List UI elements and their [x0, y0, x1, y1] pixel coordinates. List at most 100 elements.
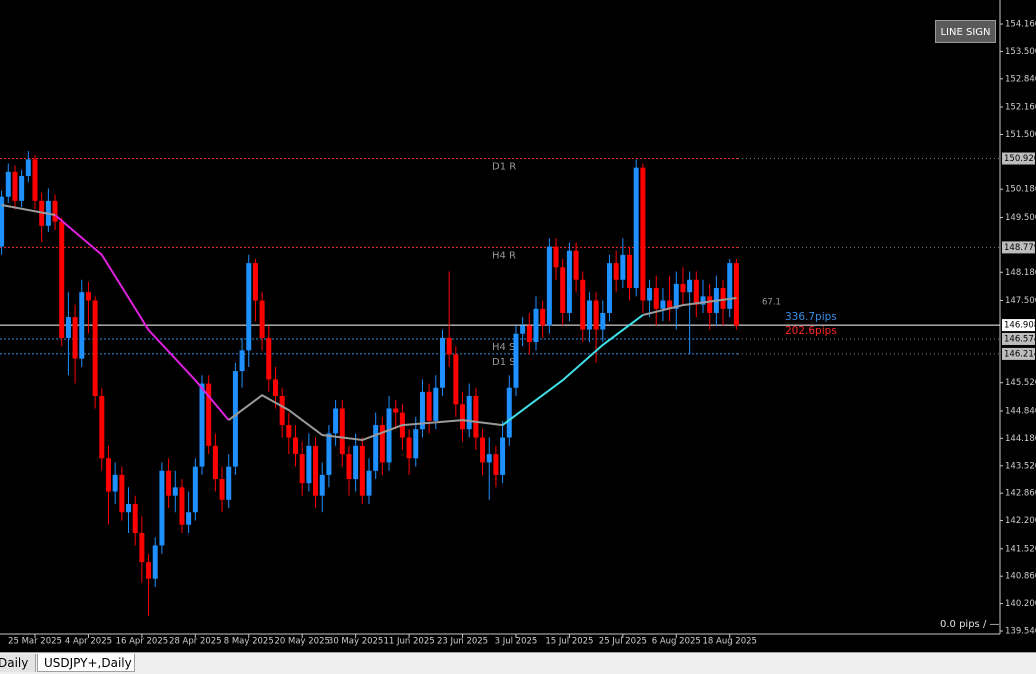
candle-body	[600, 312, 606, 330]
candle-body	[680, 283, 686, 293]
candle-body	[627, 254, 633, 289]
candle-body	[426, 391, 432, 421]
y-tick-label: 148.180	[1005, 268, 1036, 278]
x-tick-label: 11 Jun 2025	[384, 637, 435, 647]
candle-body	[413, 429, 419, 459]
candle-body	[266, 337, 272, 380]
candle-body	[393, 408, 399, 413]
x-tick-label: 25 Jul 2025	[599, 637, 647, 647]
moving-average	[54, 214, 230, 421]
x-tick-label: 18 Aug 2025	[702, 637, 756, 647]
candle-body	[105, 458, 111, 492]
tab-bar: Daily USDJPY+,Daily	[0, 652, 1036, 674]
candle-body	[5, 171, 11, 197]
y-tick-label: 152.840	[1005, 74, 1036, 84]
tab[interactable]: USDJPY+,Daily	[37, 654, 135, 672]
candle-body	[339, 408, 345, 455]
candle-body	[653, 288, 659, 309]
candle-body	[566, 250, 572, 313]
x-tick-label: 3 Jul 2025	[495, 637, 538, 647]
candle-body	[333, 408, 339, 434]
candle-body	[286, 425, 292, 438]
y-tick-label: 142.200	[1005, 516, 1036, 526]
candle-body	[526, 325, 532, 343]
candle-body	[620, 254, 626, 280]
candle-body	[486, 454, 492, 463]
price-box-label: 150.920	[1004, 154, 1036, 164]
candle-body	[166, 470, 172, 496]
y-tick-label: 144.180	[1005, 434, 1036, 444]
candle-body	[59, 221, 65, 338]
candle-body	[606, 263, 612, 313]
candle-body	[112, 474, 118, 492]
candle-body	[92, 300, 98, 397]
y-tick-label: 151.500	[1005, 130, 1036, 140]
up-pips-label: 336.7pips	[785, 311, 837, 323]
candle-body	[179, 487, 185, 525]
moving-average	[642, 297, 737, 316]
candle-body	[460, 404, 466, 430]
candle-body	[506, 387, 512, 438]
candle-body	[687, 279, 693, 293]
candle-body	[192, 466, 198, 513]
candle-body	[453, 354, 459, 405]
y-tick-label: 149.500	[1005, 213, 1036, 223]
y-tick-label: 152.160	[1005, 103, 1036, 113]
price-box	[1002, 347, 1035, 360]
candle-body	[560, 267, 566, 313]
line-sign-button[interactable]: LINE SIGN	[935, 20, 996, 43]
x-tick-label: 16 Apr 2025	[116, 637, 169, 647]
candle-body	[693, 279, 699, 305]
candle-body	[272, 379, 278, 397]
y-tick-label: 142.860	[1005, 489, 1036, 499]
candle-body	[25, 159, 31, 176]
candle-body	[660, 300, 666, 309]
candle-body	[186, 512, 192, 525]
candle-body	[493, 454, 499, 475]
x-tick-label: 15 Jul 2025	[545, 637, 593, 647]
candle-body	[239, 350, 245, 372]
candle-body	[580, 279, 586, 330]
candle-body	[199, 383, 205, 467]
candle-body	[299, 454, 305, 484]
candle-body	[593, 300, 599, 330]
candle-body	[79, 292, 85, 359]
candle-body	[232, 371, 238, 467]
candle-body	[633, 167, 639, 289]
y-tick-label: 140.860	[1005, 572, 1036, 582]
level-name: D1 R	[492, 162, 516, 173]
candle-body	[319, 474, 325, 496]
x-tick-label: 6 Aug 2025	[652, 637, 701, 647]
x-tick-label: 25 Mar 2025	[8, 637, 62, 647]
candle-body	[226, 466, 232, 500]
candle-body	[85, 292, 91, 301]
candle-body	[119, 474, 125, 513]
candle-body	[373, 425, 379, 471]
x-tick-label: 30 May 2025	[328, 637, 383, 647]
moving-average	[1, 204, 56, 216]
x-tick-label: 28 Apr 2025	[169, 637, 222, 647]
candle-body	[520, 325, 526, 334]
candle-body	[406, 437, 412, 459]
candle-body	[279, 396, 285, 426]
candle-body	[52, 200, 58, 222]
tab[interactable]: Daily	[0, 654, 36, 672]
candle-body	[132, 503, 138, 534]
price-box-label: 146.574	[1004, 334, 1036, 344]
y-tick-label: 139.540	[1005, 627, 1036, 637]
candle-body	[433, 387, 439, 421]
moving-average	[228, 394, 503, 442]
candle-body	[99, 396, 105, 459]
candle-body	[640, 167, 646, 301]
price-box-label: 148.779	[1004, 243, 1036, 253]
candle-body	[673, 283, 679, 309]
candle-body	[139, 533, 145, 563]
candle-body	[72, 317, 78, 359]
candle-body	[573, 250, 579, 280]
spread-label: 0.0 pips / —	[940, 619, 1000, 630]
price-box-label: 146.908	[1004, 321, 1036, 331]
candle-body	[259, 300, 265, 338]
candle-body	[386, 408, 392, 463]
candle-body	[613, 263, 619, 280]
